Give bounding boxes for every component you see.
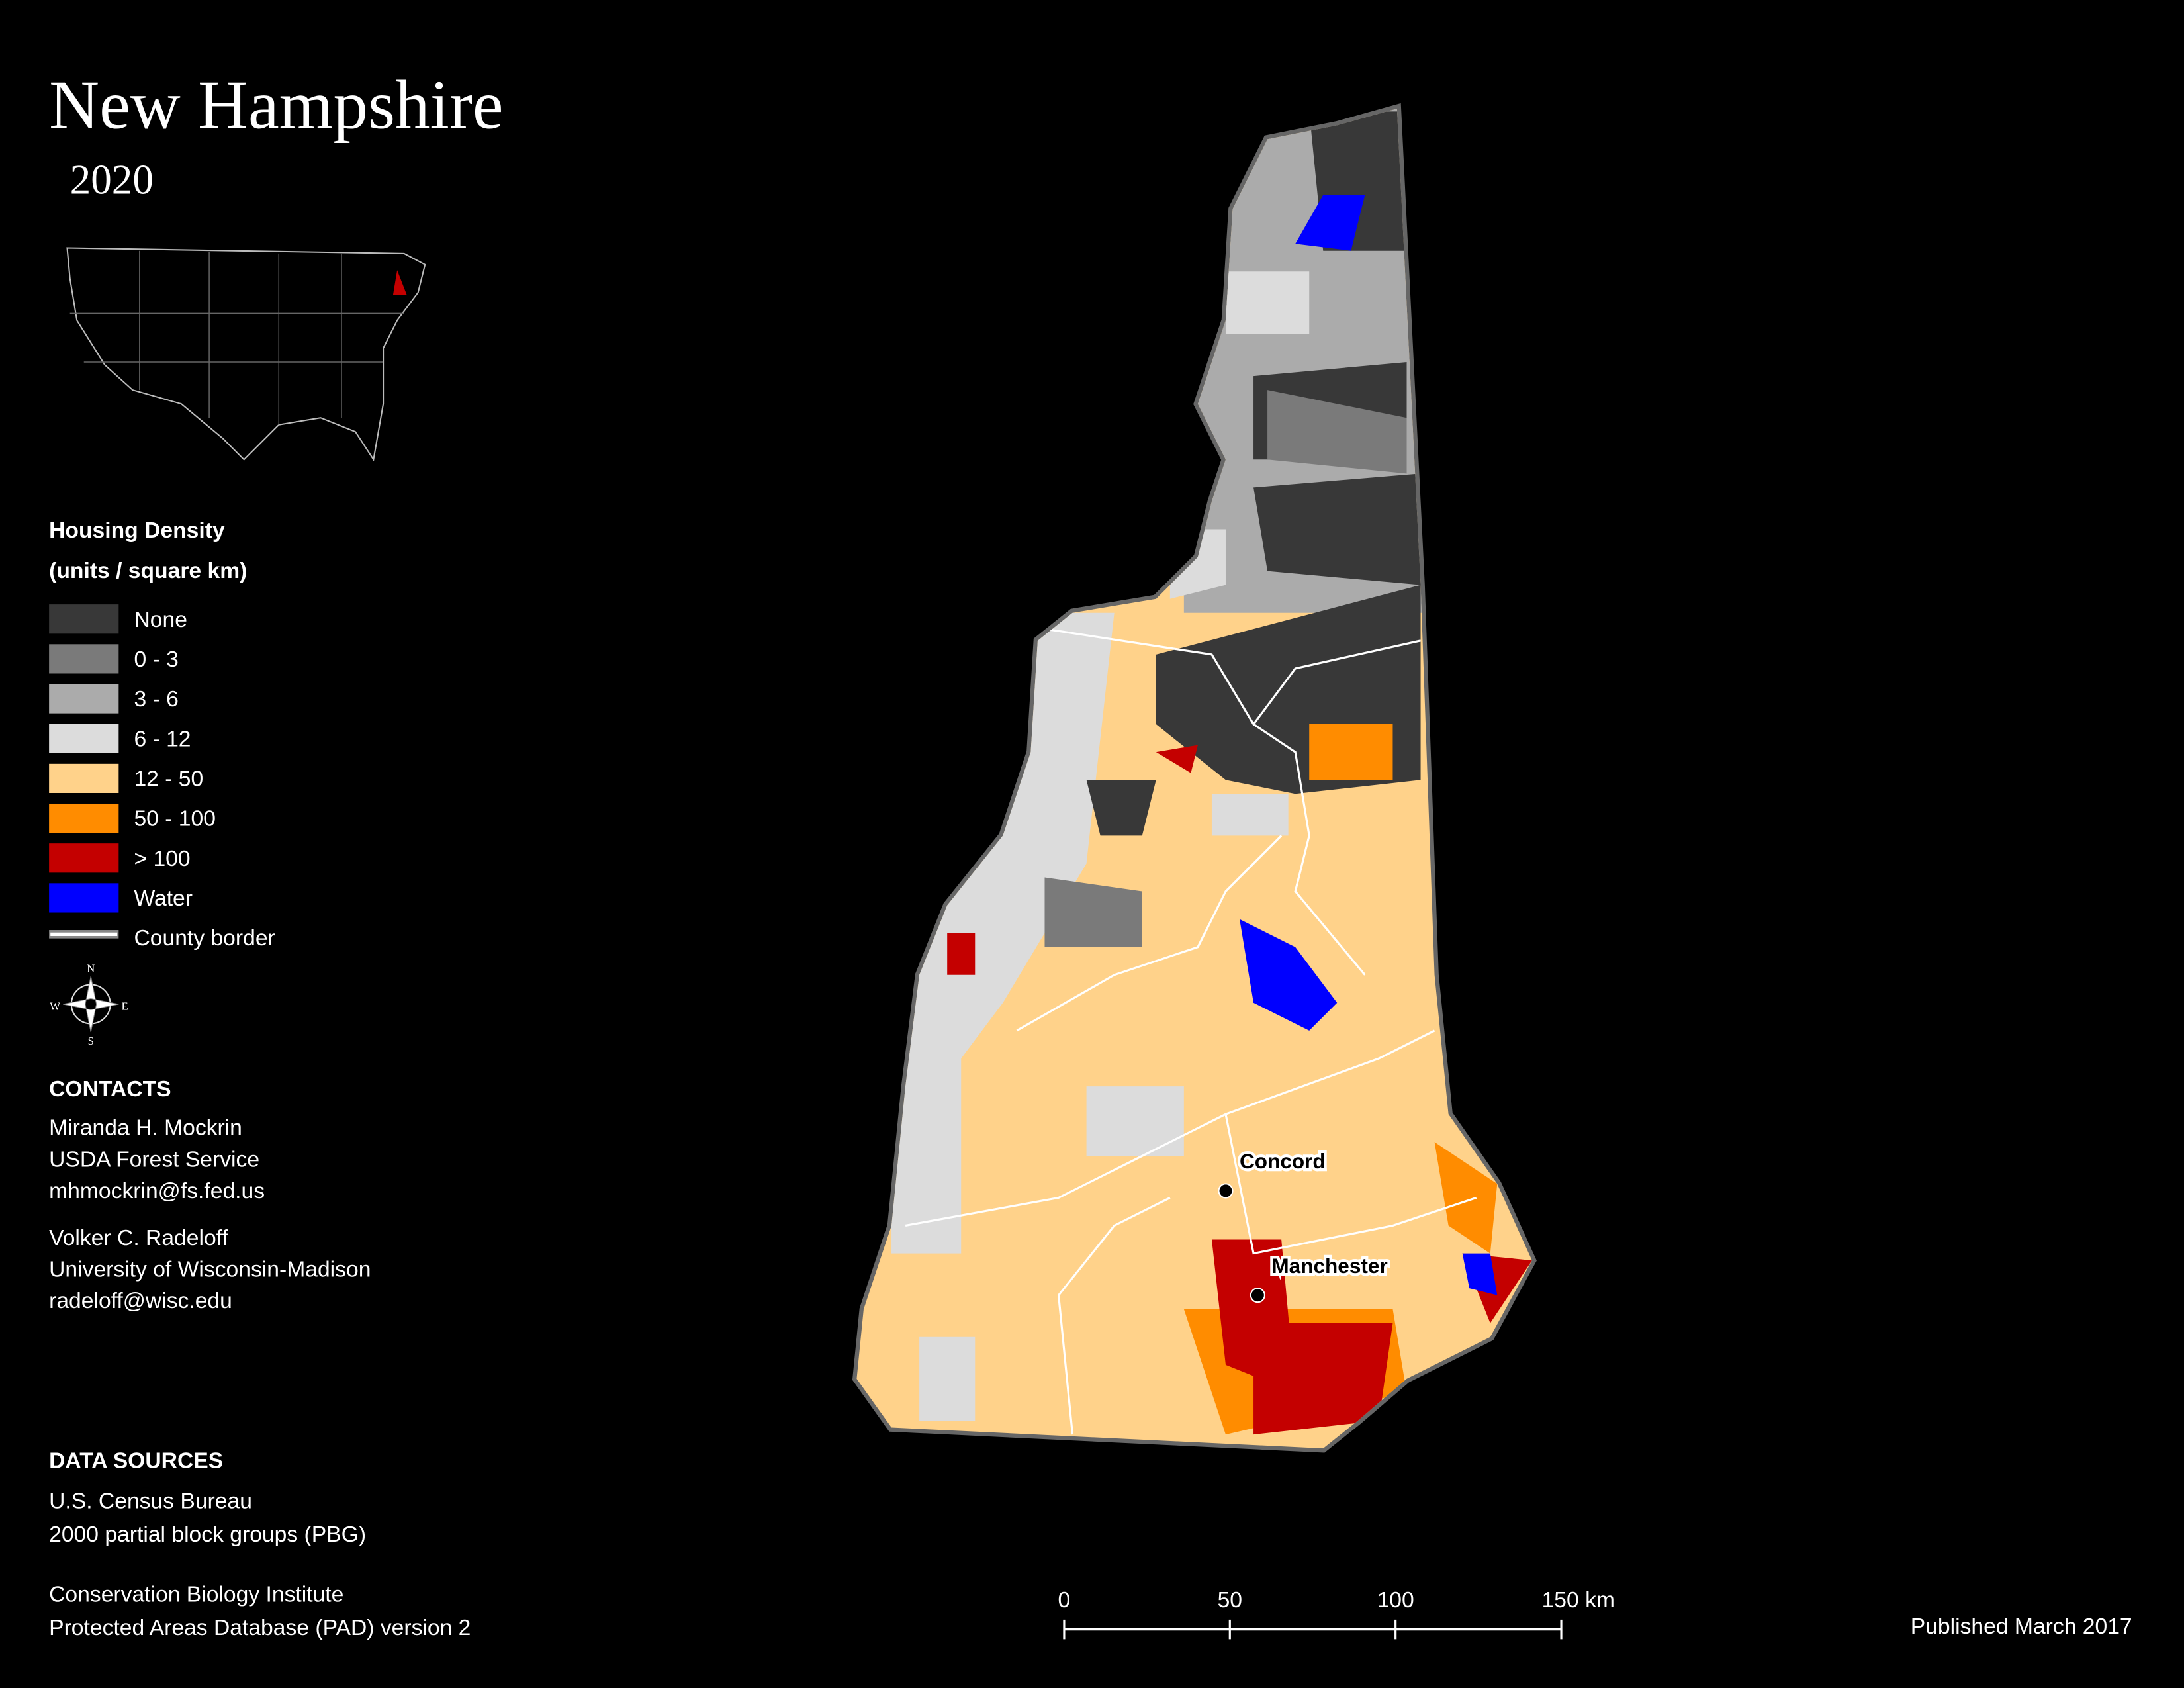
density-patch	[1211, 794, 1289, 836]
compass-letter: W	[50, 1000, 60, 1012]
contact-line: mhmockrin@fs.fed.us	[49, 1179, 265, 1203]
legend-label: > 100	[134, 847, 190, 871]
legend-swatch	[49, 843, 119, 873]
source-line: Conservation Biology Institute	[49, 1583, 343, 1607]
density-patch	[919, 1336, 976, 1421]
legend-swatch	[49, 684, 119, 714]
text-blocks: CONTACTS Miranda H. Mockrin USDA Forest Se…	[49, 1077, 2132, 1640]
state-borders	[69, 250, 404, 425]
county-border	[1016, 835, 1283, 1032]
density-patch	[1462, 1253, 1498, 1295]
legend-title: (units / square km)	[49, 559, 247, 583]
compass-letter: E	[122, 1000, 128, 1012]
legend-swatch	[49, 644, 119, 674]
density-patch	[1295, 195, 1365, 251]
density-patch	[1253, 1323, 1393, 1435]
source-line: Protected Areas Database (PAD) version 2	[49, 1616, 471, 1640]
contact-line: Miranda H. Mockrin	[49, 1116, 242, 1141]
city-label: Manchester	[1271, 1254, 1387, 1278]
density-patch	[1253, 473, 1421, 585]
city-dot	[1218, 1183, 1234, 1199]
scale-label: 100	[1377, 1588, 1414, 1613]
legend-label: 50 - 100	[134, 807, 216, 831]
city-dot	[1250, 1288, 1265, 1303]
sources-heading: DATA SOURCES	[49, 1449, 223, 1474]
legend: Housing Density (units / square km) None 0 …	[49, 518, 275, 951]
legend-label: None	[134, 608, 187, 632]
density-patch	[1156, 745, 1198, 773]
title: New Hampshire	[49, 66, 503, 144]
legend-swatch	[49, 724, 119, 753]
scale-label: 0	[1058, 1588, 1071, 1613]
legend-label: 3 - 6	[134, 687, 178, 712]
us-outline	[66, 247, 426, 462]
compass-letter: S	[88, 1035, 94, 1047]
contact-line: radeloff@wisc.edu	[49, 1289, 232, 1313]
density-patch	[1434, 1142, 1498, 1254]
density-patch	[1044, 877, 1142, 947]
county-border	[905, 1029, 1435, 1227]
county-border	[1253, 723, 1366, 976]
legend-label: 12 - 50	[134, 767, 203, 791]
density-patch	[1267, 390, 1407, 474]
legend-swatch	[49, 763, 119, 793]
density-patch	[1309, 724, 1393, 780]
contact-line: Volker C. Radeloff	[49, 1226, 228, 1250]
legend-title: Housing Density	[49, 518, 225, 543]
county-border	[1057, 1196, 1171, 1435]
contact-line: USDA Forest Service	[49, 1147, 259, 1172]
compass-rose	[63, 976, 119, 1033]
scale-bar: 0 50 100 150 km	[1058, 1588, 1615, 1640]
inset-map	[66, 247, 426, 462]
legend-label: 6 - 12	[134, 727, 191, 751]
contact-line: University of Wisconsin-Madison	[49, 1257, 371, 1282]
density-patch	[1240, 919, 1338, 1031]
legend-swatch	[49, 604, 119, 634]
density-patch	[1086, 780, 1156, 836]
legend-label: 0 - 3	[134, 647, 178, 672]
scale-label: 50	[1218, 1588, 1242, 1613]
city-label: Concord	[1240, 1149, 1326, 1173]
source-line: 2000 partial block groups (PBG)	[49, 1523, 366, 1547]
legend-swatch	[49, 883, 119, 913]
county-border	[1224, 1113, 1477, 1255]
nh-highlight	[392, 270, 407, 296]
density-patch	[947, 933, 976, 975]
legend-label: Water	[134, 886, 193, 911]
density-patch	[1225, 271, 1310, 334]
subtitle: 2020	[70, 156, 154, 203]
legend-swatch	[49, 803, 119, 833]
published: Published March 2017	[1911, 1615, 2132, 1639]
scale-label: 150 km	[1542, 1588, 1615, 1613]
source-line: U.S. Census Bureau	[49, 1489, 252, 1514]
legend-label: County border	[134, 926, 275, 951]
density-patch	[1086, 1086, 1184, 1156]
compass-letter: N	[87, 962, 95, 975]
contacts-heading: CONTACTS	[49, 1077, 171, 1102]
compass: N S E W	[50, 962, 128, 1047]
